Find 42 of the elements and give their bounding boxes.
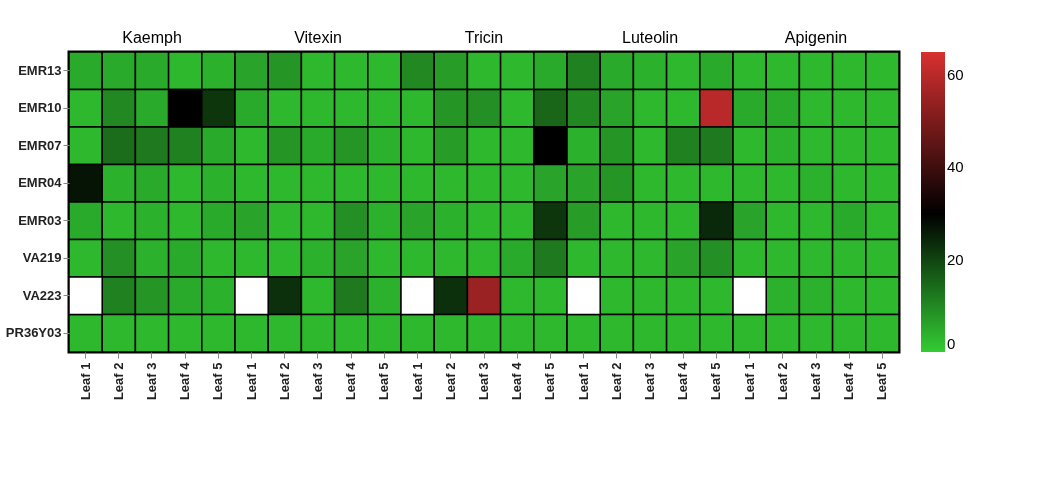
y-tick-label: EMR04 bbox=[18, 175, 63, 191]
text: Kaemph bbox=[122, 29, 182, 46]
x-tick-label: Leaf 3 bbox=[642, 362, 657, 401]
x-tick-label: Leaf 2 bbox=[276, 362, 292, 401]
x-tick-label: Leaf 2 bbox=[442, 362, 458, 401]
y-tick-label: EMR07 bbox=[18, 137, 62, 153]
x-tick-label: Leaf 5 bbox=[376, 362, 392, 401]
y-tick-label: VA219 bbox=[22, 250, 62, 266]
x-tick-label: Leaf 3 bbox=[476, 362, 491, 401]
x-tick-label: Leaf 4 bbox=[343, 361, 359, 401]
x-tick-label: Leaf 2 bbox=[110, 362, 126, 401]
x-tick-label: Leaf 4 bbox=[509, 361, 525, 401]
x-tick-label: Leaf 4 bbox=[177, 361, 193, 401]
x-tick-label: Leaf 5 bbox=[210, 362, 226, 401]
y-tick-label: EMR03 bbox=[18, 212, 62, 228]
x-tick-label: Leaf 5 bbox=[542, 362, 558, 401]
text: Vitexin bbox=[294, 29, 342, 46]
text: Tricin bbox=[464, 29, 504, 46]
text: Luteolin bbox=[621, 29, 679, 46]
x-tick-label: Leaf 4 bbox=[675, 361, 691, 401]
color-bar-label: 60 bbox=[947, 66, 964, 84]
x-tick-label: Leaf 3 bbox=[310, 362, 325, 401]
color-bar-label: 40 bbox=[947, 158, 964, 176]
x-tick-label: Leaf 2 bbox=[774, 362, 790, 401]
x-tick-label: Leaf 5 bbox=[708, 362, 724, 401]
x-tick-label: Leaf 3 bbox=[808, 362, 823, 401]
x-tick-label: Leaf 2 bbox=[608, 362, 624, 401]
x-tick-label: Leaf 5 bbox=[874, 362, 890, 401]
y-tick-label: VA223 bbox=[22, 287, 62, 303]
x-tick-label: Leaf 1 bbox=[575, 362, 591, 401]
text: Apigenin bbox=[784, 29, 848, 46]
x-tick-label: Leaf 1 bbox=[409, 362, 425, 401]
y-tick-label: EMR10 bbox=[18, 100, 62, 116]
y-tick-label: EMR13 bbox=[18, 62, 62, 78]
x-tick-label: Leaf 1 bbox=[741, 362, 757, 401]
color-bar-label: 20 bbox=[947, 250, 964, 268]
x-tick-label: Leaf 4 bbox=[841, 361, 857, 401]
color-bar-label: 0 bbox=[947, 335, 956, 352]
x-tick-label: Leaf 3 bbox=[144, 362, 159, 401]
y-tick-label: PR36Y03 bbox=[5, 325, 62, 341]
x-tick-label: Leaf 1 bbox=[243, 362, 259, 401]
x-tick-label: Leaf 1 bbox=[77, 362, 93, 401]
